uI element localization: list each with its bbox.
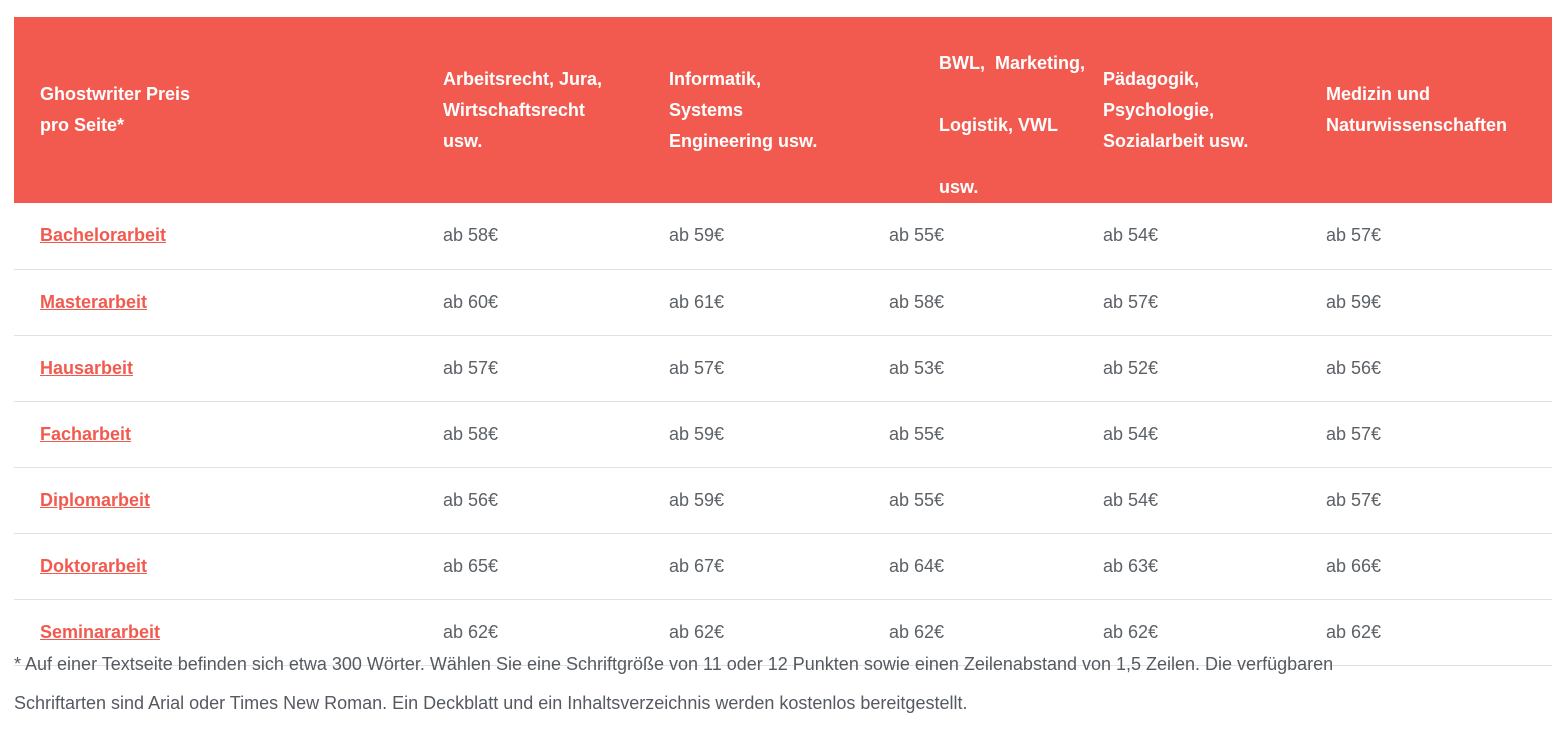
price-cell: ab 59€ [669, 489, 725, 510]
header-line: pro Seite* [40, 115, 125, 135]
header-line: usw. [443, 130, 483, 151]
header-line: Medizin und [1326, 84, 1430, 104]
thesis-type-link[interactable]: Diplomarbeit [40, 489, 151, 510]
price-cell: ab 55€ [889, 489, 945, 510]
price-cell: ab 54€ [1103, 423, 1159, 444]
price-cell: ab 64€ [889, 555, 945, 576]
header-line: Informatik, [669, 68, 762, 89]
header-bwl: BWL, Marketing, Logistik, VWL usw. [889, 17, 1103, 203]
header-arbeitsrecht: Arbeitsrecht, Jura, Wirtschaftsrecht usw… [443, 17, 669, 203]
price-cell: ab 65€ [443, 555, 499, 576]
table-header-row: Ghostwriter Preis pro Seite* Arbeitsrech… [14, 17, 1552, 203]
header-line: Engineering usw. [669, 130, 818, 151]
price-cell: ab 56€ [1326, 357, 1382, 378]
thesis-type-link[interactable]: Facharbeit [40, 423, 132, 444]
price-cell: ab 59€ [669, 423, 725, 444]
price-cell: ab 61€ [669, 291, 725, 312]
price-cell: ab 58€ [443, 423, 499, 444]
table-row: Seminararbeit ab 62€ ab 62€ ab 62€ ab 62€ ab … [14, 599, 1552, 665]
price-cell: ab 54€ [1103, 225, 1159, 246]
footnote: * Auf einer Textseite befinden sich etwa… [14, 645, 1554, 723]
header-line: Sozialarbeit usw. [1103, 130, 1249, 151]
price-cell: ab 56€ [443, 489, 499, 510]
table-row: Bachelorarbeit ab 58€ ab 59€ ab 55€ ab 54€ ab… [14, 203, 1552, 269]
price-cell: ab 59€ [1326, 291, 1382, 312]
header-ghostwriter-price: Ghostwriter Preis pro Seite* [14, 17, 443, 203]
header-line: Pädagogik, [1103, 68, 1200, 89]
price-cell: ab 62€ [1326, 621, 1382, 642]
price-cell: ab 57€ [669, 357, 725, 378]
table-row: Facharbeit ab 58€ ab 59€ ab 55€ ab 54€ ab 57€ [14, 401, 1552, 467]
price-cell: ab 57€ [1326, 489, 1382, 510]
price-cell: ab 58€ [443, 225, 499, 246]
price-cell: ab 55€ [889, 423, 945, 444]
price-cell: ab 57€ [1103, 291, 1159, 312]
price-cell: ab 54€ [1103, 489, 1159, 510]
header-line: BWL, Marketing, [939, 53, 1086, 73]
thesis-type-link[interactable]: Bachelorarbeit [40, 225, 167, 246]
price-cell: ab 57€ [443, 357, 499, 378]
price-cell: ab 57€ [1326, 225, 1382, 246]
header-informatik: Informatik, Systems Engineering usw. [669, 17, 889, 203]
thesis-type-link[interactable]: Doktorarbeit [40, 555, 148, 576]
table-row: Masterarbeit ab 60€ ab 61€ ab 58€ ab 57€ ab 5… [14, 269, 1552, 335]
price-table: Ghostwriter Preis pro Seite* Arbeitsrech… [14, 17, 1552, 666]
header-line: Psychologie, [1103, 99, 1215, 120]
table-body: Bachelorarbeit ab 58€ ab 59€ ab 55€ ab 54€ ab… [14, 203, 1552, 665]
row-label-cell: Hausarbeit [14, 335, 443, 401]
header-medizin: Medizin und Naturwissenschaften [1326, 17, 1552, 203]
price-cell: ab 55€ [889, 225, 945, 246]
price-cell: ab 60€ [443, 291, 499, 312]
table-row: Diplomarbeit ab 56€ ab 59€ ab 55€ ab 54€ ab 5… [14, 467, 1552, 533]
price-cell: ab 62€ [443, 621, 499, 642]
price-cell: ab 52€ [1103, 357, 1159, 378]
footnote-line: * Auf einer Textseite befinden sich etwa… [14, 654, 1334, 674]
price-cell: ab 53€ [889, 357, 945, 378]
thesis-type-link[interactable]: Seminararbeit [40, 621, 161, 642]
header-line: Logistik, VWL [939, 115, 1059, 135]
row-label-cell: Diplomarbeit [14, 467, 443, 533]
price-cell: ab 63€ [1103, 555, 1159, 576]
header-line: Arbeitsrecht, Jura, [443, 68, 603, 89]
footnote-line: Schriftarten sind Arial oder Times New R… [14, 693, 968, 713]
price-cell: ab 62€ [889, 621, 945, 642]
header-line: Ghostwriter Preis [40, 84, 191, 104]
row-label-cell: Masterarbeit [14, 269, 443, 335]
header-line: Wirtschaftsrecht [443, 99, 585, 120]
price-cell: ab 62€ [669, 621, 725, 642]
header-line: Naturwissenschaften [1326, 115, 1508, 135]
price-cell: ab 59€ [669, 225, 725, 246]
header-paedagogik: Pädagogik, Psychologie, Sozialarbeit usw… [1103, 17, 1326, 203]
price-cell: ab 67€ [669, 555, 725, 576]
row-label-cell: Facharbeit [14, 401, 443, 467]
thesis-type-link[interactable]: Hausarbeit [40, 357, 134, 378]
price-cell: ab 57€ [1326, 423, 1382, 444]
header-line: usw. [939, 177, 979, 197]
price-cell: ab 62€ [1103, 621, 1159, 642]
price-cell: ab 58€ [889, 291, 945, 312]
row-label-cell: Bachelorarbeit [14, 203, 443, 269]
table-row: Doktorarbeit ab 65€ ab 67€ ab 64€ ab 63€ ab 6… [14, 533, 1552, 599]
price-cell: ab 66€ [1326, 555, 1382, 576]
header-line: Systems [669, 99, 744, 120]
row-label-cell: Doktorarbeit [14, 533, 443, 599]
row-label-cell: Seminararbeit [14, 599, 443, 665]
table-row: Hausarbeit ab 57€ ab 57€ ab 53€ ab 52€ ab 56€ [14, 335, 1552, 401]
price-table-container: Ghostwriter Preis pro Seite* Arbeitsrech… [14, 17, 1552, 666]
thesis-type-link[interactable]: Masterarbeit [40, 291, 148, 312]
